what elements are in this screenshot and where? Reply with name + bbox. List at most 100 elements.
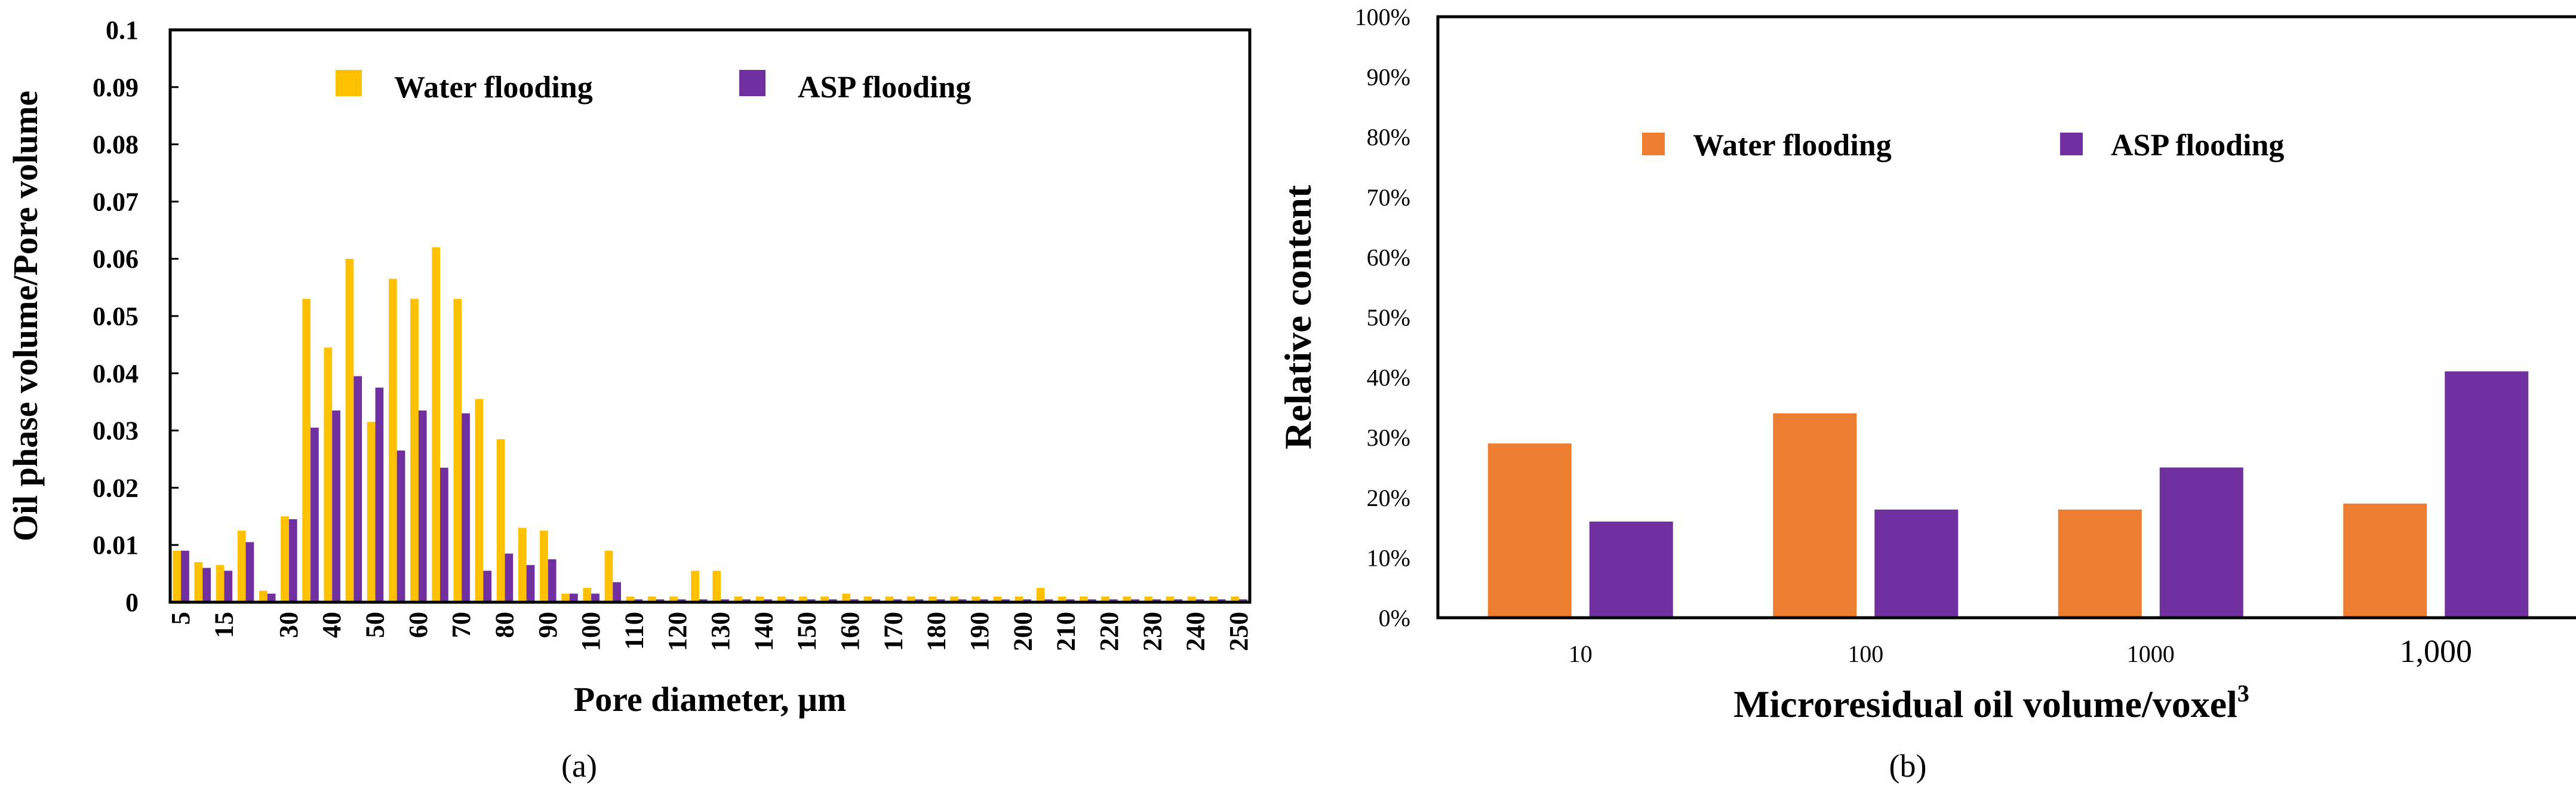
a-bar-water	[1209, 596, 1218, 602]
caption-b: (b)	[1889, 748, 1927, 784]
a-bar-water	[928, 596, 937, 602]
a-x-tick-label: 140	[749, 612, 778, 651]
a-bar-asp	[526, 565, 535, 602]
a-bar-asp	[418, 410, 427, 602]
a-bar-water	[1036, 588, 1045, 602]
a-y-tick-label: 0	[125, 588, 139, 617]
a-bar-asp	[591, 593, 600, 602]
a-bar-water	[972, 596, 980, 602]
a-bar-water	[367, 422, 376, 602]
a-y-tick-label: 0.09	[93, 73, 139, 102]
b-bar-water	[1487, 443, 1572, 618]
b-y-tick-label: 50%	[1367, 304, 1410, 331]
a-bar-water	[475, 398, 484, 602]
a-bar-water	[691, 571, 699, 602]
a-bar-water	[345, 259, 354, 602]
a-bar-water	[1080, 596, 1088, 602]
a-x-tick-label: 220	[1095, 612, 1124, 651]
a-bar-water	[842, 593, 851, 602]
b-bar-water	[2058, 509, 2142, 618]
b-x-axis-label-sup: 3	[2237, 680, 2249, 707]
a-x-tick-label: 80	[490, 612, 519, 638]
a-x-axis-label: Pore diameter, μm	[574, 680, 846, 719]
a-bar-water	[453, 299, 462, 602]
b-legend-swatch-water	[1642, 133, 1665, 155]
a-bar-water	[863, 596, 872, 602]
a-y-tick-label: 0.05	[93, 302, 139, 331]
a-bar-water	[798, 596, 807, 602]
a-bar-water	[583, 588, 592, 602]
a-bar-water	[324, 347, 333, 602]
chart-panel-a: 0 0.01 0.02 0.03 0.04 0.05 0.06 0.07 0.08 0.09 0.1…	[6, 16, 1253, 784]
a-bar-water	[561, 593, 570, 602]
b-x-axis-label: Microresidual oil volume/voxel3	[1733, 680, 2249, 725]
a-bar-water	[281, 516, 289, 602]
a-bar-asp	[375, 387, 384, 602]
a-bar-water	[993, 596, 1002, 602]
a-x-tick-label: 90	[533, 612, 562, 638]
b-y-tick-labels: 0% 10% 20% 30% 40% 50% 60% 70% 80% 90% 100%	[1355, 4, 1410, 631]
caption-a: (a)	[561, 748, 597, 784]
a-bar-water	[734, 596, 743, 602]
b-bar-asp	[1874, 509, 1959, 618]
b-y-tick-label: 70%	[1367, 184, 1410, 211]
a-bar-water	[1015, 596, 1023, 602]
a-bar-water	[1231, 596, 1239, 602]
a-bar-water	[1123, 596, 1132, 602]
b-y-tick-label: 100%	[1355, 4, 1410, 30]
a-bar-water	[388, 278, 397, 603]
a-bar-water	[237, 531, 246, 602]
b-y-tick-label: 20%	[1367, 485, 1410, 511]
a-bar-asp	[396, 450, 405, 602]
a-legend-label-water: Water flooding	[394, 70, 593, 105]
a-bar-asp	[440, 467, 448, 602]
b-plot-frame	[1436, 15, 2576, 620]
a-x-tick-label: 170	[878, 612, 908, 651]
a-bars	[173, 247, 1247, 603]
a-bar-asp	[353, 376, 362, 602]
a-x-tick-label: 110	[619, 612, 648, 650]
a-bar-asp	[181, 550, 189, 602]
a-y-tick-label: 0.02	[93, 473, 139, 502]
a-bar-water	[216, 565, 225, 602]
b-legend: Water flooding ASP flooding	[1642, 128, 2284, 163]
a-legend-swatch-asp	[739, 70, 766, 96]
a-y-tick-labels: 0 0.01 0.02 0.03 0.04 0.05 0.06 0.07 0.08 0.09 0.1	[93, 16, 179, 617]
a-y-tick-label: 0.1	[106, 16, 139, 45]
a-y-tick-label: 0.06	[93, 244, 139, 274]
b-bar-asp	[1589, 522, 1673, 618]
a-x-tick-label: 100	[576, 612, 605, 651]
b-y-tick-label: 90%	[1367, 64, 1410, 91]
a-legend-label-asp: ASP flooding	[798, 70, 971, 105]
b-y-tick-label: 60%	[1367, 244, 1410, 271]
a-bar-water	[410, 299, 419, 602]
a-bar-water	[540, 531, 548, 602]
a-bar-water	[1101, 596, 1109, 602]
a-bar-water	[885, 596, 894, 602]
a-x-tick-label: 250	[1224, 612, 1253, 651]
a-bar-asp	[548, 559, 557, 602]
a-x-tick-labels: 5 15 30 40 50 60 70 80 90 100 110 120 130 140 150 160 17…	[166, 612, 1253, 651]
a-bar-asp	[245, 542, 254, 602]
a-bar-water	[626, 596, 635, 602]
chart-panel-b: 0%10%20%30%40%50%60%70%80%90%100% 10 100 1…	[1277, 4, 2576, 784]
a-bar-water	[712, 571, 721, 602]
b-legend-label-water: Water flooding	[1693, 128, 1892, 163]
a-bar-asp	[613, 582, 622, 602]
b-x-tick-label: 10	[1569, 640, 1593, 667]
a-bar-water	[173, 550, 182, 602]
a-bar-water	[1144, 596, 1153, 602]
a-x-tick-label: 240	[1181, 612, 1210, 651]
b-bar-water	[1773, 413, 1857, 618]
a-bar-asp	[483, 571, 492, 602]
a-x-tick-label: 190	[965, 612, 994, 651]
a-x-tick-label: 150	[792, 612, 822, 651]
a-bar-asp	[505, 553, 514, 602]
a-bar-water	[669, 596, 678, 602]
a-legend-swatch-water	[336, 70, 362, 96]
a-bar-water	[259, 590, 268, 602]
a-y-axis-label: Oil phase volume/Pore volume	[6, 91, 45, 542]
a-x-tick-label: 200	[1008, 612, 1037, 651]
a-bar-water	[777, 596, 786, 602]
a-x-tick-label: 160	[835, 612, 865, 651]
